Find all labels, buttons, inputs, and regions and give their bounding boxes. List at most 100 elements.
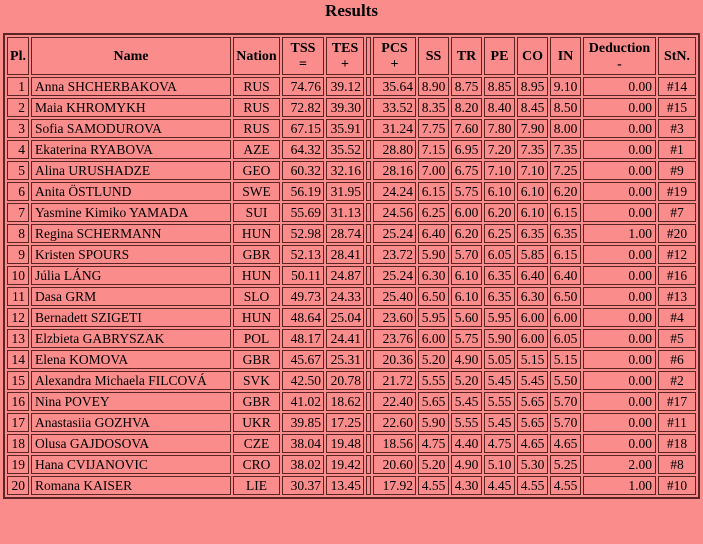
ss-cell: 6.40 <box>418 224 449 243</box>
tss-cell: 48.17 <box>282 329 324 348</box>
in-cell: 6.40 <box>550 266 581 285</box>
pe-cell: 7.10 <box>484 161 515 180</box>
header-pcs: PCS + <box>373 37 416 75</box>
starting-number-cell: #16 <box>658 266 696 285</box>
header-pcs-sign: + <box>390 56 399 72</box>
result-row: 7 Yasmine Kimiko YAMADA SUI 55.69 31.13 … <box>7 203 696 222</box>
in-cell: 5.50 <box>550 371 581 390</box>
pcs-cell: 23.60 <box>373 308 416 327</box>
skater-name-cell: Anita ÖSTLUND <box>31 182 231 201</box>
pe-cell: 8.40 <box>484 98 515 117</box>
in-cell: 7.25 <box>550 161 581 180</box>
nation-cell: GBR <box>233 350 280 369</box>
ss-cell: 6.00 <box>418 329 449 348</box>
ss-cell: 7.00 <box>418 161 449 180</box>
place-cell: 4 <box>7 140 29 159</box>
starting-number-cell: #20 <box>658 224 696 243</box>
spacer-cell <box>366 308 371 327</box>
header-deduction-label: Deduction <box>588 40 651 56</box>
ss-cell: 5.20 <box>418 455 449 474</box>
deduction-cell: 0.00 <box>583 203 656 222</box>
starting-number-cell: #8 <box>658 455 696 474</box>
co-cell: 5.15 <box>517 350 548 369</box>
pcs-cell: 23.72 <box>373 245 416 264</box>
spacer-cell <box>366 119 371 138</box>
in-cell: 6.50 <box>550 287 581 306</box>
skater-name-cell: Nina POVEY <box>31 392 231 411</box>
result-row: 2 Maia KHROMYKH RUS 72.82 39.30 33.52 8.… <box>7 98 696 117</box>
tes-cell: 35.91 <box>326 119 364 138</box>
deduction-cell: 0.00 <box>583 161 656 180</box>
result-row: 4 Ekaterina RYABOVA AZE 64.32 35.52 28.8… <box>7 140 696 159</box>
deduction-cell: 0.00 <box>583 287 656 306</box>
header-tes-label: TES <box>331 40 359 56</box>
starting-number-cell: #11 <box>658 413 696 432</box>
in-cell: 8.50 <box>550 98 581 117</box>
deduction-cell: 2.00 <box>583 455 656 474</box>
tr-cell: 8.20 <box>451 98 482 117</box>
in-cell: 6.15 <box>550 203 581 222</box>
in-cell: 5.70 <box>550 413 581 432</box>
results-table: Pl. Name Nation TSS = TES + PCS + SS TR PE … <box>3 33 700 499</box>
skater-name-cell: Maia KHROMYKH <box>31 98 231 117</box>
header-nation: Nation <box>233 37 280 75</box>
header-spacer <box>366 37 371 75</box>
deduction-cell: 0.00 <box>583 182 656 201</box>
tes-cell: 31.95 <box>326 182 364 201</box>
tss-cell: 56.19 <box>282 182 324 201</box>
tss-cell: 52.98 <box>282 224 324 243</box>
header-place: Pl. <box>7 37 29 75</box>
starting-number-cell: #13 <box>658 287 696 306</box>
tes-cell: 24.87 <box>326 266 364 285</box>
in-cell: 6.20 <box>550 182 581 201</box>
spacer-cell <box>366 224 371 243</box>
in-cell: 6.05 <box>550 329 581 348</box>
result-row: 12 Bernadett SZIGETI HUN 48.64 25.04 23.… <box>7 308 696 327</box>
co-cell: 8.45 <box>517 98 548 117</box>
ss-cell: 5.20 <box>418 350 449 369</box>
spacer-cell <box>366 371 371 390</box>
tss-cell: 74.76 <box>282 77 324 96</box>
nation-cell: SWE <box>233 182 280 201</box>
tr-cell: 5.45 <box>451 392 482 411</box>
pcs-cell: 25.40 <box>373 287 416 306</box>
skater-name-cell: Júlia LÁNG <box>31 266 231 285</box>
tss-cell: 41.02 <box>282 392 324 411</box>
tr-cell: 6.10 <box>451 287 482 306</box>
tss-cell: 30.37 <box>282 476 324 495</box>
pe-cell: 6.35 <box>484 266 515 285</box>
tes-cell: 24.33 <box>326 287 364 306</box>
tes-cell: 17.25 <box>326 413 364 432</box>
place-cell: 20 <box>7 476 29 495</box>
starting-number-cell: #10 <box>658 476 696 495</box>
co-cell: 4.55 <box>517 476 548 495</box>
pe-cell: 6.10 <box>484 182 515 201</box>
nation-cell: HUN <box>233 224 280 243</box>
tss-cell: 60.32 <box>282 161 324 180</box>
skater-name-cell: Elena KOMOVA <box>31 350 231 369</box>
deduction-cell: 1.00 <box>583 476 656 495</box>
deduction-cell: 0.00 <box>583 266 656 285</box>
result-row: 11 Dasa GRM SLO 49.73 24.33 25.40 6.50 6… <box>7 287 696 306</box>
place-cell: 6 <box>7 182 29 201</box>
starting-number-cell: #6 <box>658 350 696 369</box>
pcs-cell: 28.80 <box>373 140 416 159</box>
nation-cell: RUS <box>233 98 280 117</box>
starting-number-cell: #3 <box>658 119 696 138</box>
header-tss-label: TSS <box>290 40 316 56</box>
ss-cell: 5.55 <box>418 371 449 390</box>
pe-cell: 5.05 <box>484 350 515 369</box>
tss-cell: 39.85 <box>282 413 324 432</box>
starting-number-cell: #17 <box>658 392 696 411</box>
ss-cell: 6.50 <box>418 287 449 306</box>
skater-name-cell: Ekaterina RYABOVA <box>31 140 231 159</box>
results-table-header: Pl. Name Nation TSS = TES + PCS + SS TR PE … <box>7 37 696 75</box>
pe-cell: 5.55 <box>484 392 515 411</box>
ss-cell: 5.95 <box>418 308 449 327</box>
tes-cell: 31.13 <box>326 203 364 222</box>
tr-cell: 5.60 <box>451 308 482 327</box>
header-pe: PE <box>484 37 515 75</box>
spacer-cell <box>366 266 371 285</box>
place-cell: 19 <box>7 455 29 474</box>
nation-cell: SLO <box>233 287 280 306</box>
